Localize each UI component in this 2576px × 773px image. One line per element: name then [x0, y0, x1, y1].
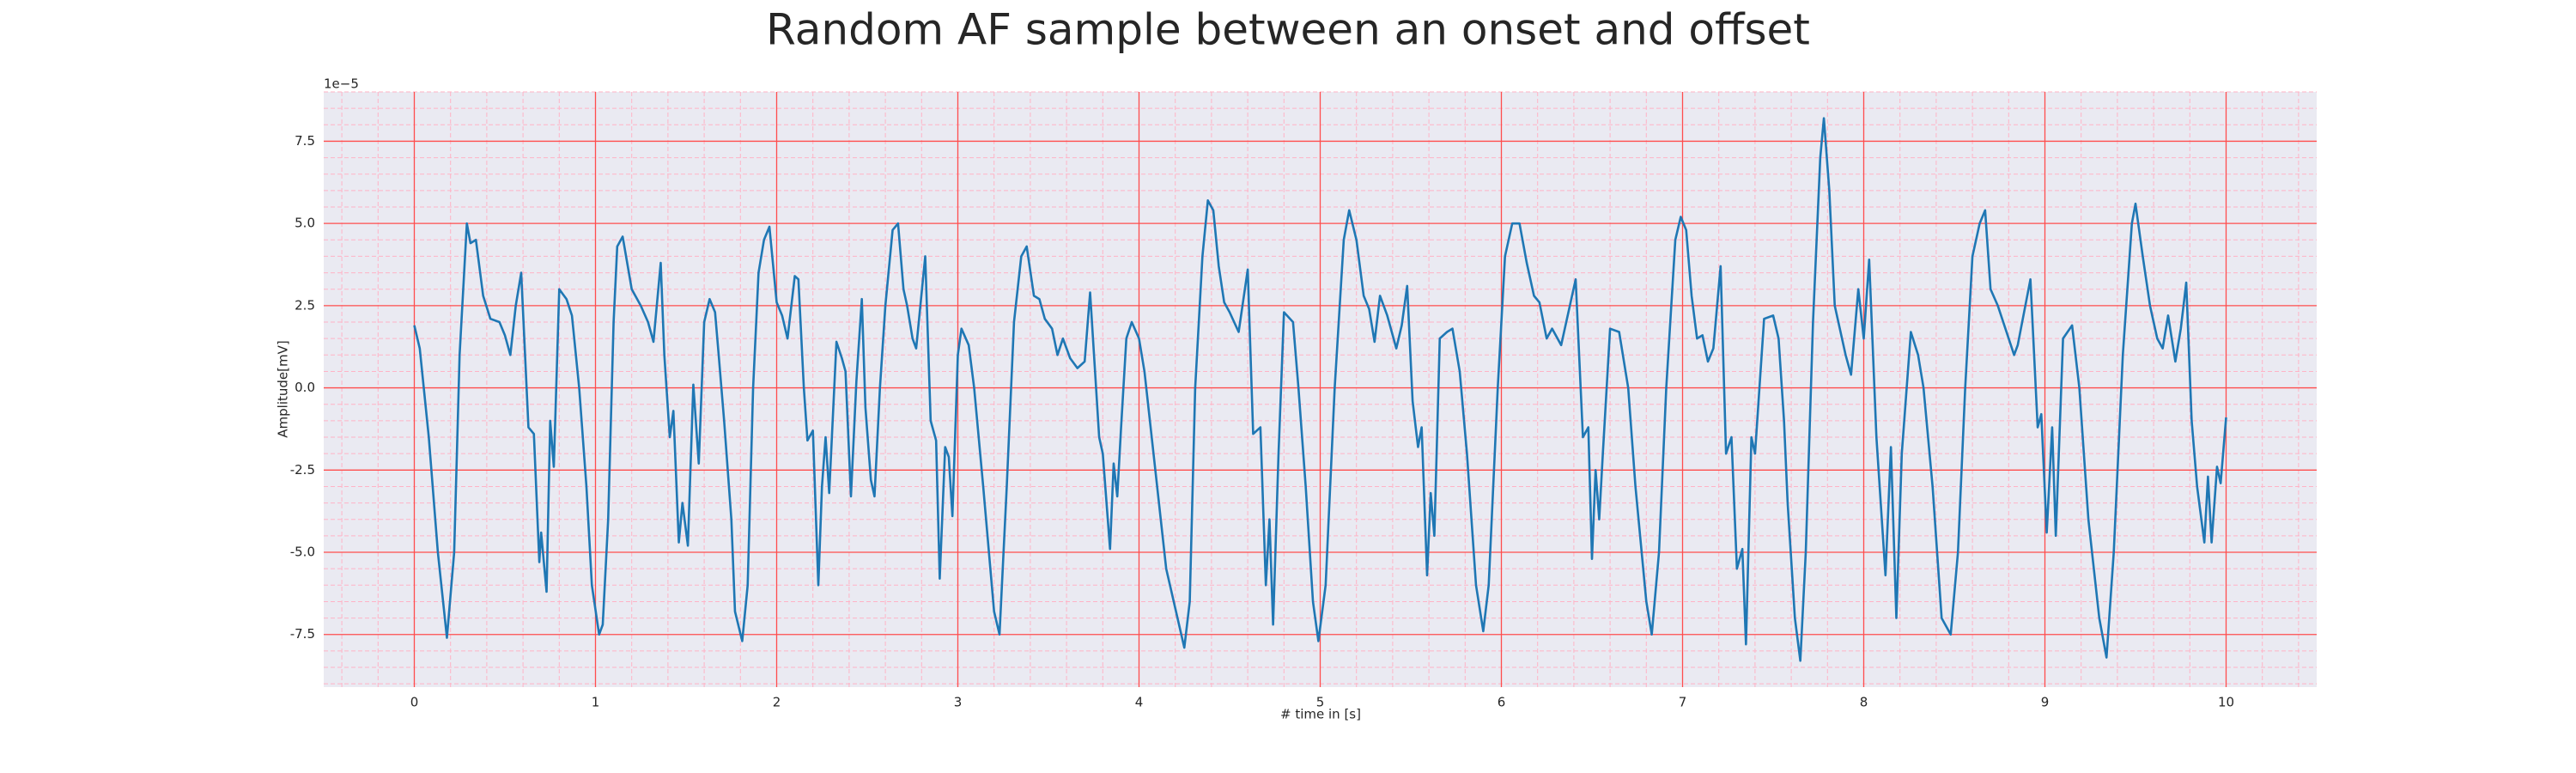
x-tick-label: 5	[1316, 695, 1325, 710]
chart-title: Random AF sample between an onset and of…	[766, 5, 1810, 55]
y-tick-label: -7.5	[290, 626, 315, 642]
x-tick-label: 2	[773, 695, 781, 710]
x-tick-label: 10	[2218, 695, 2234, 710]
grid	[324, 91, 2317, 687]
y-tick-label: 0.0	[295, 380, 315, 395]
y-offset-label: 1e−5	[324, 76, 359, 92]
y-tick-label: -5.0	[290, 545, 315, 560]
signal-line	[413, 117, 2227, 662]
x-tick-label: 8	[1860, 695, 1868, 710]
x-tick-label: 4	[1135, 695, 1144, 710]
y-tick-label: -2.5	[290, 462, 315, 478]
x-tick-label: 9	[2041, 695, 2050, 710]
x-tick-label: 7	[1679, 695, 1687, 710]
y-tick-label: 7.5	[295, 133, 315, 149]
y-axis-label: Amplitude[mV]	[276, 340, 291, 437]
y-tick-label: 5.0	[295, 216, 315, 231]
x-tick-label: 3	[954, 695, 963, 710]
x-axis-label: # time in [s]	[1280, 707, 1361, 722]
x-tick-label: 6	[1498, 695, 1506, 710]
x-tick-label: 0	[410, 695, 419, 710]
y-tick-label: 2.5	[295, 297, 315, 313]
x-tick-label: 1	[592, 695, 600, 710]
